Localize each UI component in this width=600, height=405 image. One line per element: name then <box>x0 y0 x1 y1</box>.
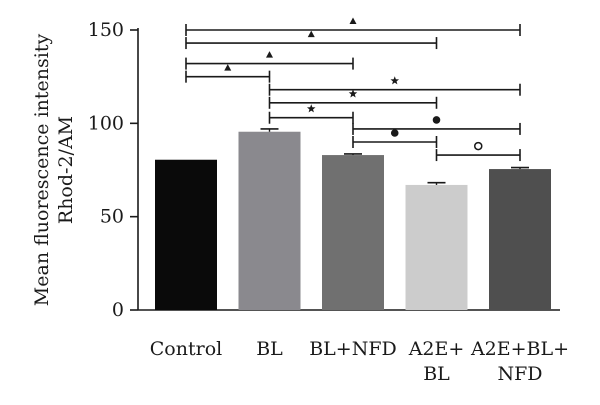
significance-bracket <box>185 64 271 83</box>
category-label: A2E+ <box>408 338 465 360</box>
y-tick-label: 100 <box>88 112 124 134</box>
significance-bracket <box>268 76 521 96</box>
category-label: BL <box>256 338 283 360</box>
filled-circle-marker-icon <box>390 129 399 137</box>
error-bar <box>511 166 529 170</box>
significance-bracket <box>185 51 354 70</box>
significance-bracket <box>435 141 521 162</box>
triangle-marker-icon <box>307 30 315 38</box>
bar <box>155 159 217 310</box>
category-label: BL <box>423 363 450 385</box>
significance-bracket <box>352 116 521 135</box>
bar <box>405 184 468 310</box>
category-labels: Control BL BL+NFD A2E+ BL A2E+BL+ NFD <box>150 338 569 385</box>
category-label: Control <box>150 338 222 360</box>
error-bar <box>260 128 279 132</box>
y-tick-label: 50 <box>100 206 124 228</box>
error-bar <box>344 153 362 156</box>
significance-bracket <box>268 89 438 109</box>
bars <box>155 131 551 310</box>
star-marker-icon <box>390 76 400 85</box>
significance-bracket <box>352 129 438 148</box>
bar <box>322 155 384 310</box>
triangle-marker-icon <box>224 64 232 71</box>
error-bar <box>427 181 446 185</box>
star-marker-icon <box>348 89 358 98</box>
category-label: BL+NFD <box>309 338 397 360</box>
triangle-marker-icon <box>349 17 357 24</box>
category-label: A2E+BL+ <box>470 338 569 360</box>
significance-bracket <box>185 17 521 36</box>
filled-circle-marker-icon <box>432 116 441 124</box>
open-circle-marker-icon <box>474 141 483 151</box>
significance-brackets <box>185 17 521 162</box>
y-axis-label-line1: Mean fluorescence intensity <box>31 34 53 307</box>
y-tick-label: 0 <box>112 299 124 321</box>
category-label: NFD <box>497 363 542 385</box>
triangle-marker-icon <box>266 51 273 58</box>
y-axis-label-line2: Rhod-2/AM <box>55 116 77 224</box>
error-bars <box>260 128 529 185</box>
significance-bracket <box>268 104 354 124</box>
significance-bracket <box>185 30 438 50</box>
bar <box>238 131 301 310</box>
y-tick-label: 150 <box>88 19 124 41</box>
bar <box>489 169 551 310</box>
y-axis-label: Mean fluorescence intensity Rhod-2/AM <box>31 34 77 307</box>
star-marker-icon <box>306 104 316 113</box>
